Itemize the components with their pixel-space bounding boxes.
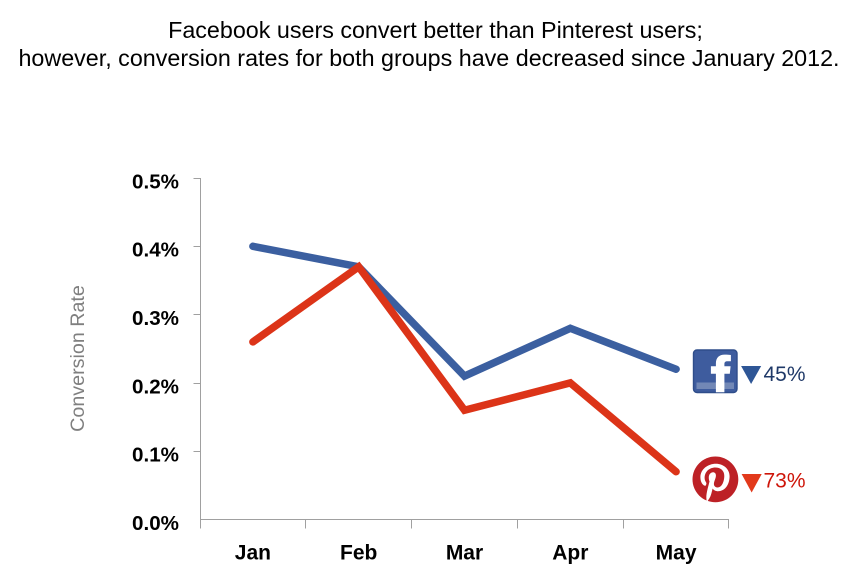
svg-text:45%: 45% (764, 363, 806, 386)
svg-text:0.3%: 0.3% (132, 307, 179, 330)
svg-text:0.2%: 0.2% (132, 375, 179, 398)
svg-text:Jan: Jan (235, 542, 271, 565)
svg-text:Conversion Rate: Conversion Rate (67, 285, 89, 432)
svg-text:Facebook users convert better: Facebook users convert better than Pinte… (168, 17, 703, 43)
svg-text:Mar: Mar (446, 542, 483, 565)
svg-text:May: May (656, 542, 697, 565)
svg-text:Apr: Apr (552, 542, 588, 565)
svg-text:0.5%: 0.5% (132, 170, 179, 193)
svg-text:Feb: Feb (340, 542, 377, 565)
svg-text:0.4%: 0.4% (132, 239, 179, 262)
svg-text:0.1%: 0.1% (132, 443, 179, 466)
svg-text:73%: 73% (764, 470, 806, 493)
svg-text:however, conversion rates for: however, conversion rates for both group… (18, 45, 839, 71)
svg-text:0.0%: 0.0% (132, 512, 179, 535)
